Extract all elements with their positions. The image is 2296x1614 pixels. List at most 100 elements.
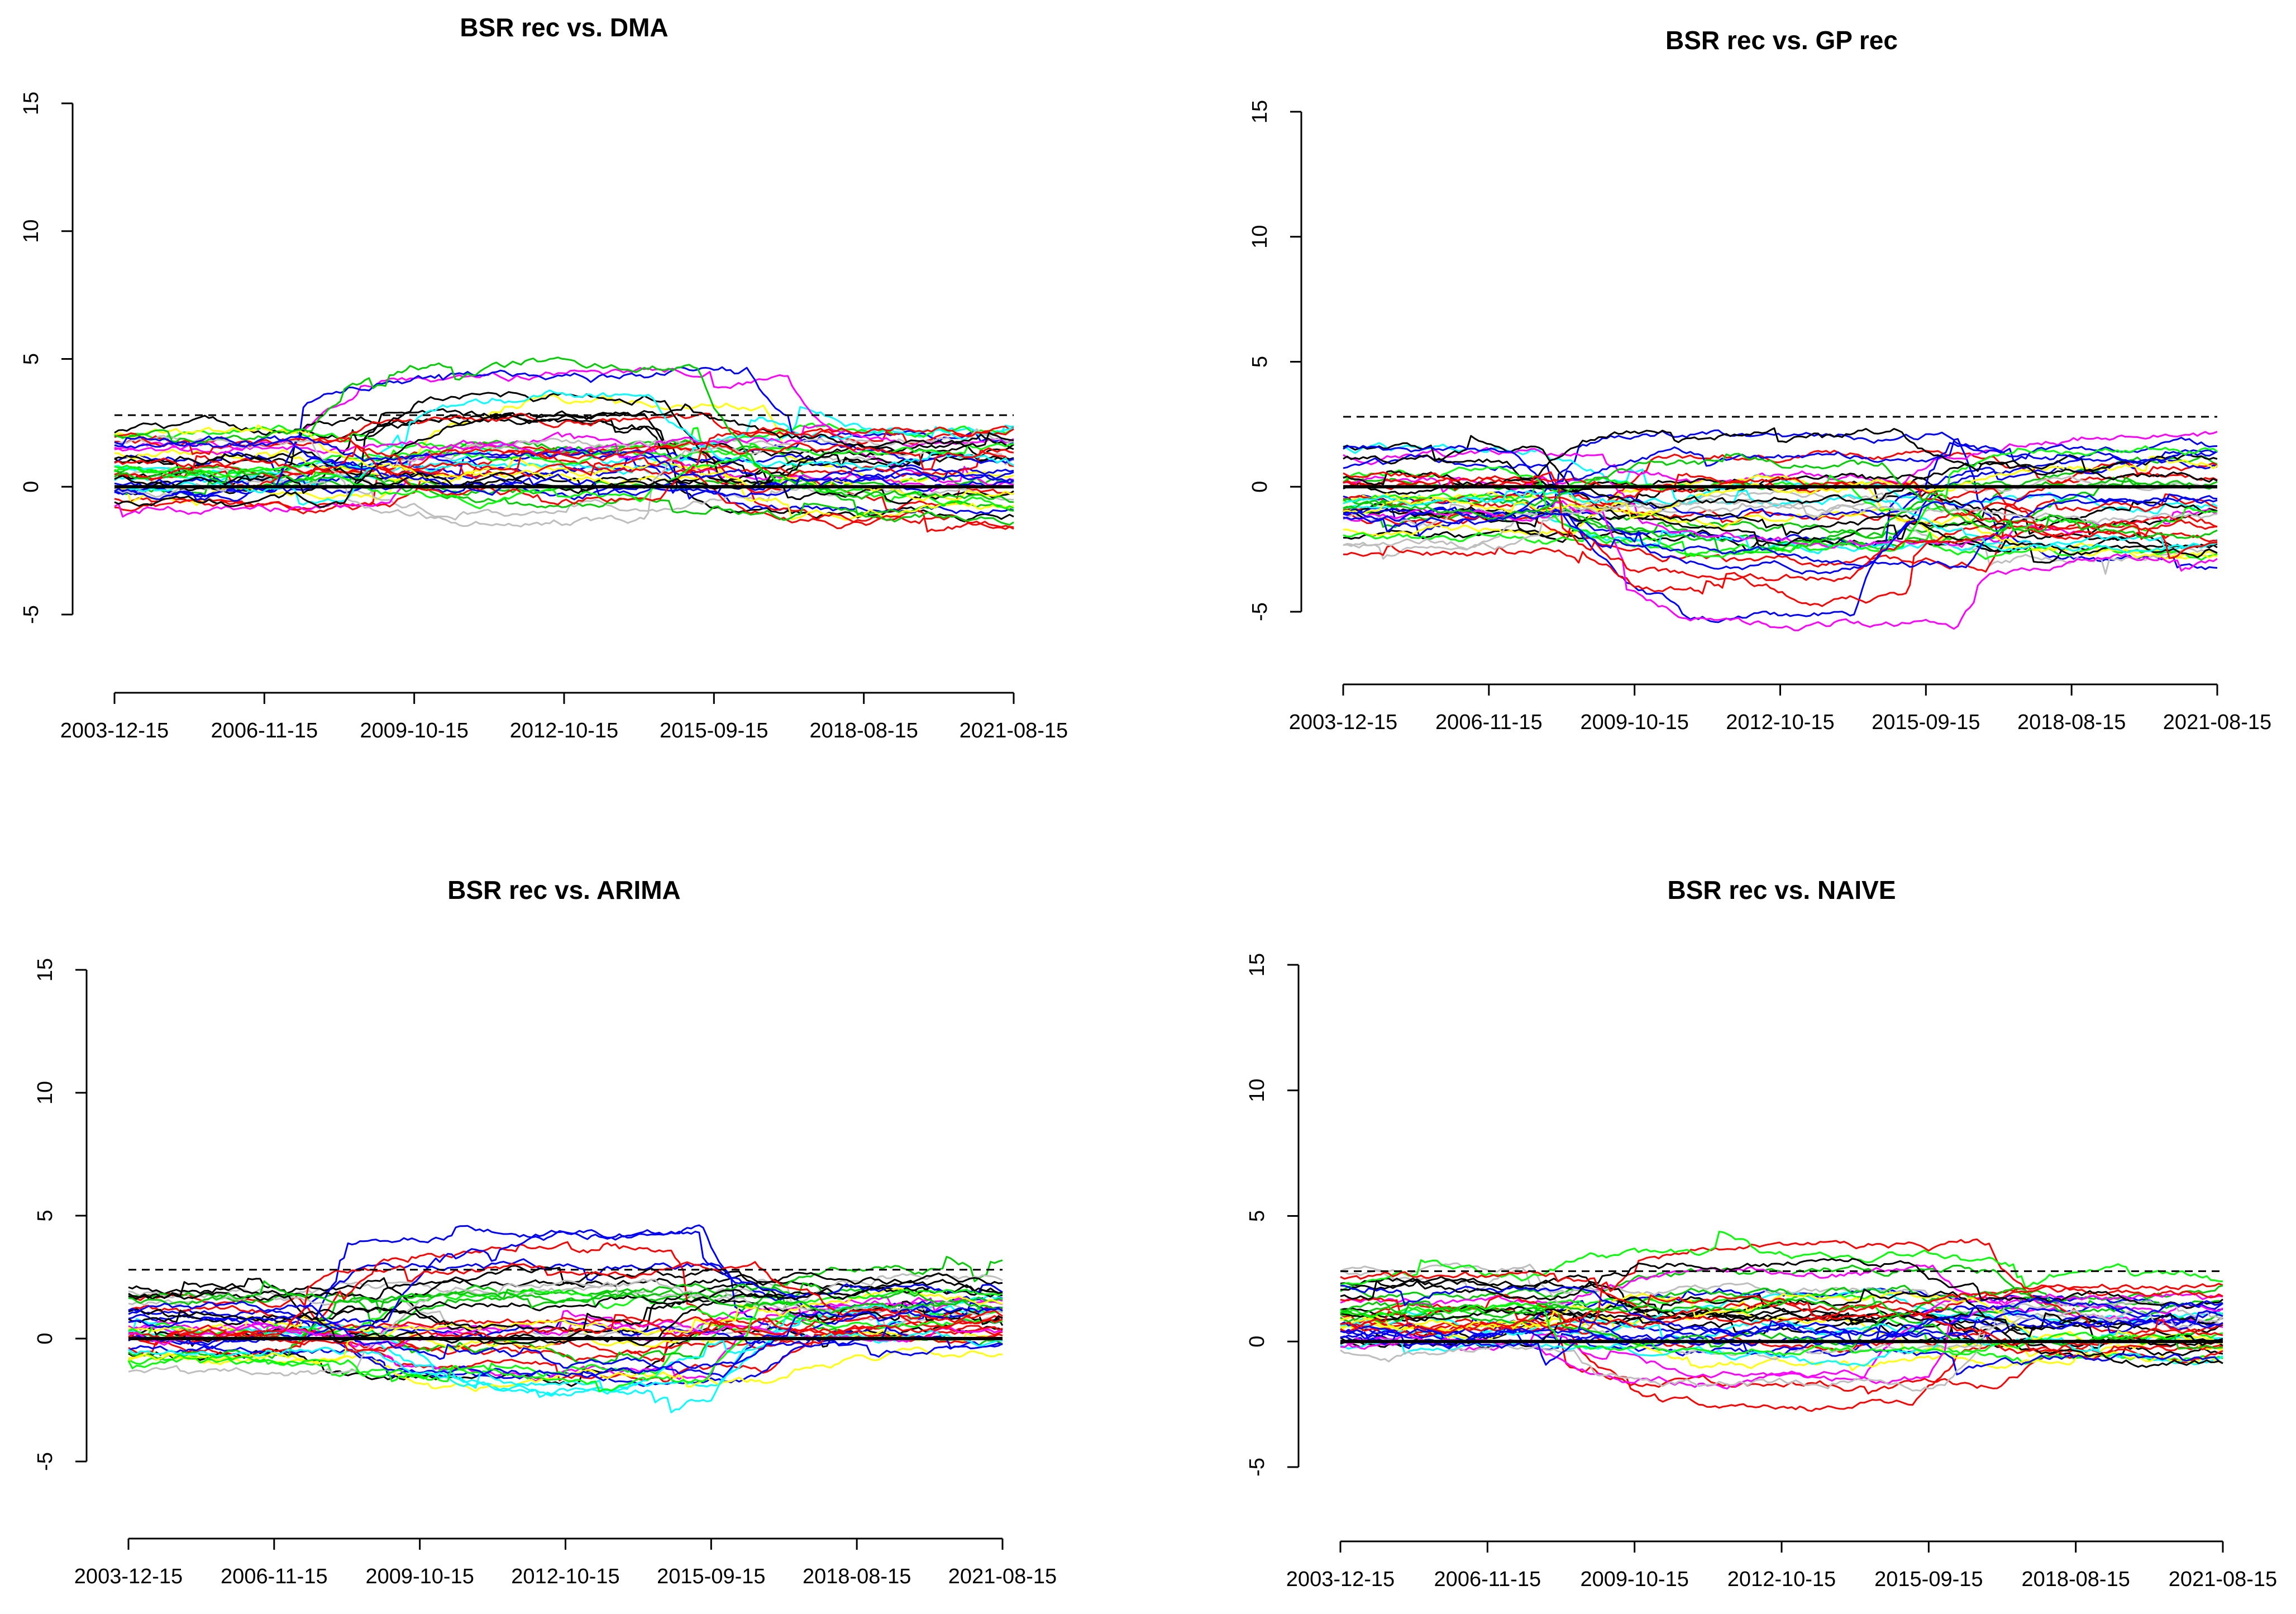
series-line: [1343, 474, 2218, 532]
series-line: [1343, 493, 2218, 567]
x-tick-label: 2009-10-15: [365, 1565, 474, 1588]
x-tick-label: 2015-09-15: [1874, 1568, 1983, 1591]
x-tick-label: 2006-11-15: [221, 1565, 328, 1588]
y-tick-label: 0: [20, 481, 43, 493]
y-tick-label: 15: [1248, 100, 1272, 123]
series-line: [114, 389, 1014, 506]
chart-title: BSR rec vs. ARIMA: [447, 875, 681, 904]
series-line: [128, 1292, 1003, 1383]
series-line: [1340, 1264, 2223, 1329]
y-tick-label: 5: [1245, 1210, 1269, 1222]
series-line: [1343, 498, 2218, 550]
x-tick-label: 2003-12-15: [60, 719, 169, 742]
x-tick-label: 2012-10-15: [1726, 711, 1834, 734]
y-tick-label: -5: [34, 1452, 57, 1471]
chart-svg-dma: BSR rec vs. DMA -5 0 5 10 15 2003-12-15 2006-1…: [20, 13, 1068, 742]
series-line: [1343, 435, 2218, 547]
x-tick-label: 2006-11-15: [1434, 1568, 1541, 1591]
series-line: [114, 431, 1014, 494]
x-tick-label: 2009-10-15: [1580, 711, 1688, 734]
x-tick-label: 2021-08-15: [2169, 1568, 2277, 1591]
series-line: [128, 1280, 1003, 1315]
series-group: [114, 356, 1014, 533]
series-line: [114, 435, 1014, 500]
series-line: [1340, 1309, 2223, 1392]
series-line: [128, 1301, 1003, 1369]
series-line: [1343, 442, 2218, 522]
series-line: [114, 447, 1014, 488]
series-line: [114, 455, 1014, 530]
series-line: [1340, 1302, 2223, 1356]
y-tick-label: 5: [34, 1210, 57, 1221]
series-line: [1340, 1258, 2223, 1309]
series-line: [128, 1265, 1004, 1326]
series-line: [1343, 436, 2218, 521]
y-tick-label: -5: [1245, 1458, 1269, 1477]
series-line: [128, 1272, 1003, 1340]
series-line: [1343, 427, 2218, 487]
x-tick-label: 2018-08-15: [2017, 711, 2126, 734]
y-tick-label: -5: [1248, 602, 1272, 621]
chart-panel-gp-rec: BSR rec vs. GP rec -5 0 5 10 15 2003-12-15 200…: [1148, 0, 2296, 807]
series-line: [128, 1241, 1003, 1358]
x-tick-label: 2021-08-15: [960, 719, 1068, 742]
chart-panel-naive: BSR rec vs. NAIVE -5 0 5 10 15 2003-12-15 2006…: [1148, 807, 2296, 1614]
series-line: [114, 469, 1014, 526]
series-line: [128, 1314, 1003, 1354]
series-line: [114, 449, 1014, 521]
y-tick-label: 10: [1245, 1079, 1269, 1102]
chart-svg-gp-rec: BSR rec vs. GP rec -5 0 5 10 15 2003-12-15 200…: [1248, 26, 2271, 734]
series-line: [1343, 453, 2218, 539]
chart-panel-arima: BSR rec vs. ARIMA -5 0 5 10 15 2003-12-15 2006…: [0, 807, 1148, 1614]
series-line: [128, 1279, 1003, 1334]
x-tick-label: 2003-12-15: [1289, 711, 1397, 734]
x-tick-label: 2021-08-15: [948, 1565, 1057, 1588]
series-line: [127, 1288, 1003, 1393]
y-tick-label: 10: [1248, 225, 1272, 249]
chart-title: BSR rec vs. NAIVE: [1667, 875, 1896, 904]
series-line: [114, 426, 1014, 506]
y-tick-label: 10: [34, 1081, 57, 1104]
series-line: [1340, 1284, 2223, 1337]
series-line: [1343, 475, 2218, 527]
x-tick-label: 2015-09-15: [657, 1565, 765, 1588]
series-group: [127, 1224, 1004, 1413]
x-tick-label: 2012-10-15: [511, 1565, 619, 1588]
x-tick-label: 2021-08-15: [2163, 711, 2271, 734]
series-group: [1340, 1231, 2223, 1412]
y-tick-label: 15: [1245, 953, 1269, 977]
series-line: [128, 1287, 1003, 1365]
x-tick-label: 2012-10-15: [510, 719, 618, 742]
series-line: [1343, 471, 2217, 582]
series-line: [1343, 489, 2218, 554]
series-line: [1340, 1270, 2223, 1352]
series-line: [114, 435, 1014, 488]
y-tick-label: 0: [34, 1332, 57, 1344]
chart-panel-dma: BSR rec vs. DMA -5 0 5 10 15 2003-12-15 2006-1…: [0, 0, 1148, 807]
series-line: [114, 451, 1014, 515]
series-line: [128, 1286, 1003, 1332]
chart-svg-arima: BSR rec vs. ARIMA -5 0 5 10 15 2003-12-15 2006…: [34, 875, 1057, 1588]
y-tick-label: -5: [20, 605, 43, 624]
x-tick-label: 2009-10-15: [1580, 1568, 1688, 1591]
y-tick-label: 0: [1248, 481, 1272, 493]
series-line: [128, 1278, 1003, 1346]
series-line: [1340, 1304, 2223, 1337]
series-line: [128, 1229, 1003, 1329]
x-tick-label: 2018-08-15: [803, 1565, 911, 1588]
series-line: [128, 1288, 1003, 1339]
series-line: [1340, 1298, 2223, 1366]
y-tick-label: 15: [20, 92, 43, 115]
x-tick-label: 2003-12-15: [1286, 1568, 1395, 1591]
x-tick-label: 2006-11-15: [1435, 711, 1543, 734]
series-line: [114, 422, 1014, 456]
y-tick-label: 5: [20, 353, 43, 365]
x-tick-label: 2012-10-15: [1727, 1568, 1836, 1591]
series-line: [114, 442, 1014, 510]
series-line: [1340, 1308, 2223, 1368]
series-line: [114, 441, 1014, 475]
series-line: [1343, 515, 2218, 607]
series-group: [1343, 427, 2218, 631]
x-tick-label: 2003-12-15: [74, 1565, 183, 1588]
series-line: [114, 367, 1014, 487]
